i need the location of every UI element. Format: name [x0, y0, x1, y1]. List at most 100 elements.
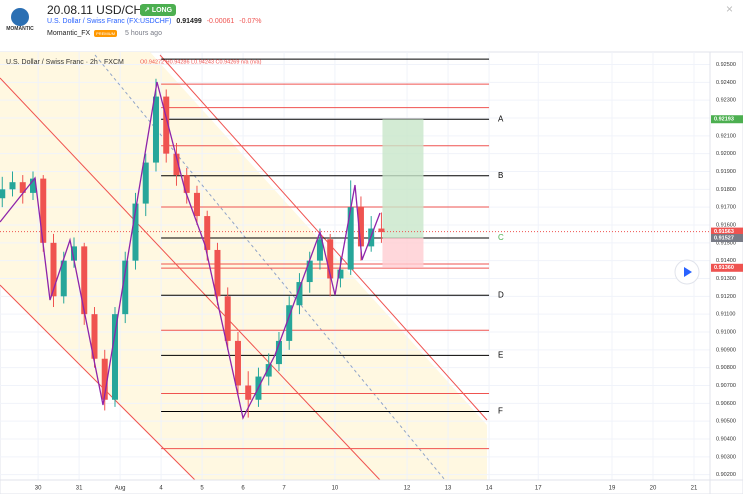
- y-tick-label: 0.90600: [716, 401, 736, 407]
- y-tick-label: 0.92300: [716, 98, 736, 104]
- candle-body: [193, 192, 200, 217]
- x-tick-label: 7: [282, 486, 286, 492]
- candle-body: [122, 260, 129, 315]
- author-line: Momantic_FX PREMIUM 5 hours ago: [47, 30, 162, 37]
- y-tick-label: 0.90300: [716, 454, 736, 460]
- candle-body: [204, 216, 211, 250]
- author[interactable]: Momantic_FX: [47, 30, 91, 37]
- candle-body: [50, 242, 57, 297]
- y-tick-label: 0.92100: [716, 133, 736, 139]
- candle-body: [173, 153, 180, 176]
- candle-body: [337, 269, 344, 279]
- candle-body: [81, 246, 88, 315]
- x-tick-label: 12: [404, 486, 411, 492]
- channel-line: [159, 54, 488, 421]
- x-tick-label: 6: [241, 486, 245, 492]
- channel-line: [0, 284, 196, 481]
- candle-body: [286, 305, 293, 341]
- badge-text: LONG: [151, 7, 173, 14]
- price: 0.91499: [176, 18, 202, 25]
- y-tick-label: 0.92000: [716, 151, 736, 157]
- logo-text: MOMANTIC: [6, 26, 34, 32]
- level-name: B: [498, 171, 503, 180]
- level-name: C: [498, 233, 504, 242]
- y-tick-label: 0.90700: [716, 383, 736, 389]
- level-name: F: [498, 407, 503, 416]
- candle-body: [378, 228, 385, 233]
- candle-body: [9, 182, 16, 190]
- y-tick-label: 0.90200: [716, 472, 736, 478]
- candle-body: [132, 203, 139, 261]
- close-button[interactable]: ×: [726, 2, 734, 16]
- candle-body: [183, 175, 190, 193]
- y-tick-label: 0.90400: [716, 436, 736, 442]
- author-badge: PREMIUM: [94, 30, 118, 37]
- x-tick-label: 21: [691, 486, 698, 492]
- candle-body: [357, 207, 364, 247]
- time: 5 hours ago: [124, 30, 162, 37]
- y-tick-label: 0.91300: [716, 276, 736, 282]
- candle-body: [275, 340, 282, 365]
- change-pct: -0.07%: [239, 18, 262, 25]
- chart-legend: U.S. Dollar / Swiss Franc · 2h · FXCM: [6, 59, 124, 66]
- x-tick-label: 20: [650, 486, 657, 492]
- level-name: A: [498, 114, 504, 123]
- candle-body: [245, 385, 252, 400]
- y-tick-label: 0.90800: [716, 365, 736, 371]
- y-tick-label: 0.90500: [716, 419, 736, 425]
- y-tick-label: 0.91500: [716, 240, 736, 246]
- chart-frame: [0, 51, 743, 494]
- y-tick-label: 0.92500: [716, 62, 736, 68]
- zigzag-pattern: [0, 81, 381, 420]
- candle-body: [265, 364, 272, 377]
- price-label: 0.91360: [714, 265, 734, 271]
- symbol[interactable]: U.S. Dollar / Swiss Franc (FX:USDCHF): [47, 18, 172, 25]
- price-label-bg: [711, 263, 743, 272]
- candle-body: [224, 296, 231, 341]
- price-label: 0.91527: [714, 235, 734, 241]
- y-tick-label: 0.91800: [716, 187, 736, 193]
- candle-body: [19, 182, 26, 193]
- price-label: 0.92193: [714, 117, 734, 123]
- candle-body: [101, 358, 108, 400]
- candle-body: [234, 340, 241, 386]
- candle-body: [0, 189, 6, 199]
- price-label: 0.91563: [714, 229, 734, 235]
- y-tick-label: 0.91000: [716, 329, 736, 335]
- candle-body: [142, 162, 149, 204]
- loss-zone: [382, 238, 424, 268]
- profit-zone: [382, 119, 424, 239]
- ohlc-legend: O0.94272 H0.94286 L0.94243 C0.94269 n/a …: [140, 59, 262, 65]
- channel-line: [0, 77, 381, 481]
- x-tick-label: 4: [159, 486, 163, 492]
- candle-body: [296, 282, 303, 306]
- y-tick-label: 0.90900: [716, 347, 736, 353]
- candle-body: [306, 260, 313, 283]
- logo: MOMANTIC: [2, 8, 38, 36]
- x-tick-label: 19: [609, 486, 616, 492]
- candle-body: [327, 239, 334, 279]
- candle-body: [70, 246, 77, 261]
- x-tick-label: 5: [200, 486, 204, 492]
- candle-body: [91, 314, 98, 359]
- price-label-bg: [711, 234, 743, 243]
- y-tick-label: 0.91400: [716, 258, 736, 264]
- y-tick-label: 0.91200: [716, 294, 736, 300]
- x-tick-label: 14: [486, 486, 493, 492]
- candle-body: [111, 314, 118, 400]
- x-tick-label: 17: [535, 486, 542, 492]
- price-label-bg: [711, 227, 743, 236]
- level-name: E: [498, 350, 503, 359]
- y-tick-label: 0.91700: [716, 205, 736, 211]
- price-label-bg: [711, 115, 743, 124]
- x-tick-label: 13: [445, 486, 452, 492]
- candle-body: [163, 96, 170, 154]
- long-badge: ↗ LONG: [140, 4, 177, 16]
- x-tick-label: 31: [76, 486, 83, 492]
- x-tick-label: 30: [35, 486, 42, 492]
- candle-body: [60, 260, 67, 297]
- candle-body: [29, 178, 36, 193]
- candle-body: [316, 239, 323, 261]
